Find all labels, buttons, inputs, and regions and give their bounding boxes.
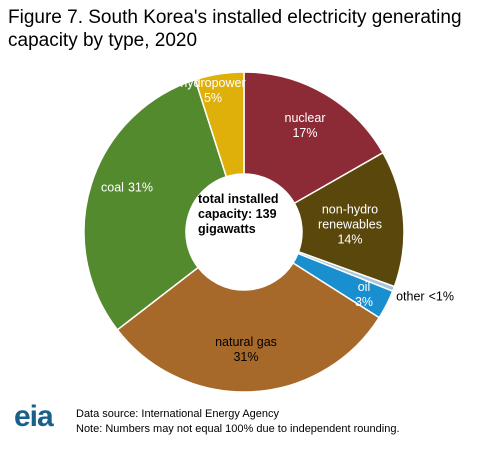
slice-label: other <1% [380,290,470,305]
value-label: 14% [337,232,363,247]
source: Data source: International Energy Agency [76,408,280,420]
category-label: oil [357,280,371,294]
slice-label: hydropower 5% [168,76,258,106]
value-label: 17% [292,126,318,140]
category-label: non-hydro renewables [318,202,382,232]
category-label: coal [101,180,124,195]
value-label: <1% [428,289,454,304]
value-label: 31% [233,350,259,364]
donut-slice [116,262,381,393]
slice-label: nuclear 17% [260,111,350,141]
chart-title: Figure 7. South Korea's installed electr… [8,7,462,51]
category-label: nuclear [284,111,326,125]
value-label: 5% [203,91,223,105]
donut-slice [243,71,384,205]
donut-slice [194,71,245,178]
logo: eia [14,400,54,433]
slice-label: coal 31% [77,181,177,196]
value-label: 3% [354,295,374,309]
center-label: total installed capacity: 139 gigawatts [198,192,279,236]
slice-label: non-hydro renewables 14% [310,203,390,248]
category-label: other [396,289,425,304]
slice-label: natural gas 31% [196,335,296,365]
slice-label: oil 3% [344,280,384,310]
donut-slice [83,78,228,331]
note: Note: Numbers may not equal 100% due to … [76,423,400,435]
donut-slice [293,151,405,288]
category-label: hydropower [180,76,246,90]
category-label: natural gas [215,335,277,349]
value-label: 31% [127,180,153,195]
